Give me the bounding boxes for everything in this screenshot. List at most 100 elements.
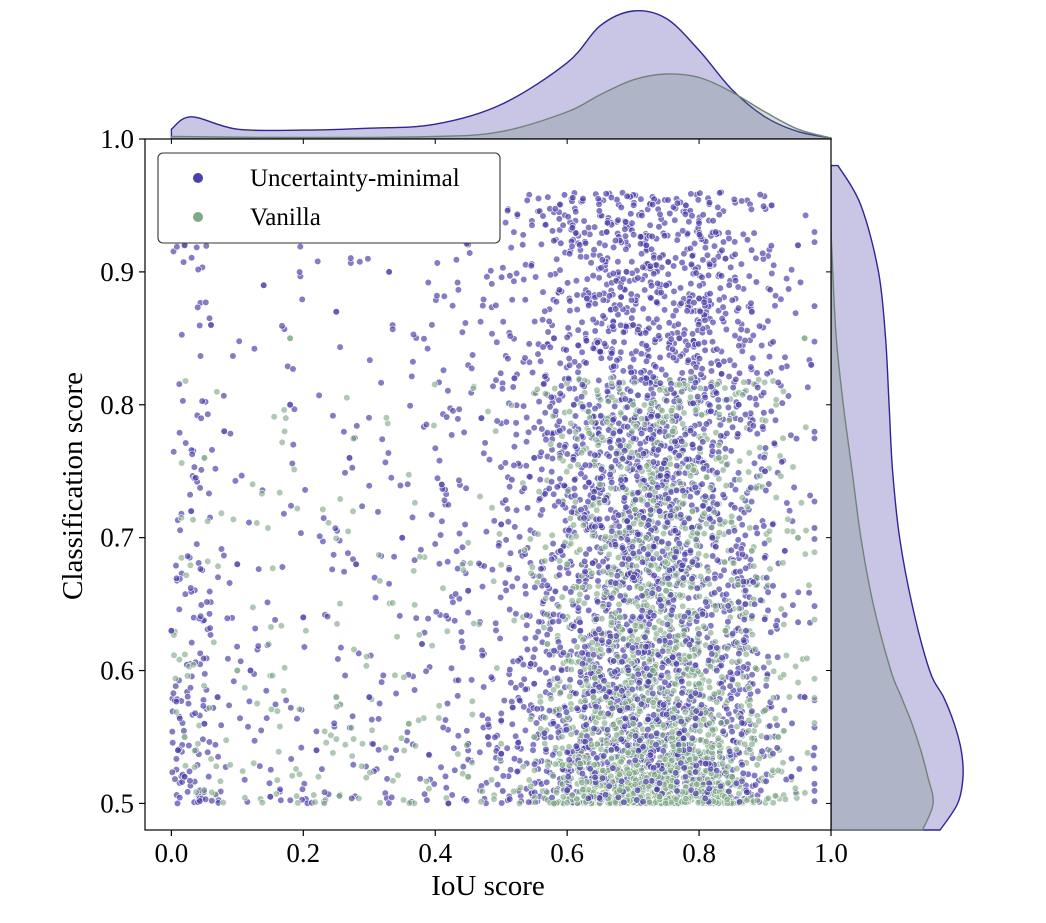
uncertainty-minimal-point: [515, 696, 524, 704]
uncertainty-minimal-point: [691, 661, 700, 669]
uncertainty-minimal-point: [603, 514, 611, 523]
uncertainty-minimal-point: [447, 664, 456, 672]
uncertainty-minimal-point: [565, 250, 574, 258]
uncertainty-minimal-point: [750, 229, 758, 237]
vanilla-point: [625, 770, 633, 778]
uncertainty-minimal-point: [679, 487, 687, 495]
uncertainty-minimal-point: [582, 337, 591, 345]
vanilla-point: [693, 529, 701, 537]
uncertainty-minimal-point: [376, 699, 384, 708]
uncertainty-minimal-point: [231, 477, 239, 485]
uncertainty-minimal-point: [749, 331, 757, 340]
uncertainty-minimal-point: [565, 526, 573, 534]
uncertainty-minimal-point: [571, 442, 580, 450]
uncertainty-minimal-point: [374, 508, 382, 516]
vanilla-point: [552, 744, 560, 752]
uncertainty-minimal-point: [583, 593, 591, 602]
vanilla-point: [697, 411, 706, 419]
uncertainty-minimal-point: [458, 543, 467, 551]
uncertainty-minimal-point: [484, 720, 492, 729]
uncertainty-minimal-point: [682, 455, 691, 464]
uncertainty-minimal-point: [408, 513, 417, 522]
uncertainty-minimal-point: [630, 231, 638, 239]
uncertainty-minimal-point: [214, 753, 222, 761]
vanilla-point: [734, 639, 742, 647]
uncertainty-minimal-point: [430, 780, 438, 788]
uncertainty-minimal-point: [365, 482, 373, 490]
uncertainty-minimal-point: [416, 775, 424, 783]
uncertainty-minimal-point: [590, 246, 598, 254]
vanilla-point: [764, 794, 773, 802]
vanilla-point: [702, 552, 710, 560]
uncertainty-minimal-point: [478, 651, 487, 660]
vanilla-point: [293, 504, 301, 513]
uncertainty-minimal-point: [701, 244, 710, 252]
uncertainty-minimal-point: [490, 517, 498, 525]
uncertainty-minimal-point: [558, 666, 566, 674]
vanilla-point: [765, 527, 774, 535]
uncertainty-minimal-point: [536, 476, 544, 484]
uncertainty-minimal-point: [595, 291, 604, 299]
uncertainty-minimal-point: [609, 362, 618, 370]
vanilla-point: [679, 602, 687, 610]
vanilla-point: [555, 705, 564, 713]
uncertainty-minimal-point: [425, 751, 433, 759]
vanilla-point: [516, 783, 525, 792]
uncertainty-minimal-point: [371, 593, 380, 602]
vanilla-point: [439, 584, 447, 592]
uncertainty-minimal-point: [454, 732, 462, 740]
vanilla-point: [454, 750, 462, 758]
uncertainty-minimal-point: [721, 445, 730, 453]
vanilla-point: [422, 777, 431, 785]
uncertainty-minimal-point: [538, 465, 546, 474]
uncertainty-minimal-point: [690, 239, 699, 248]
vanilla-point: [484, 407, 492, 416]
uncertainty-minimal-point: [493, 764, 501, 773]
uncertainty-minimal-point: [172, 755, 180, 763]
uncertainty-minimal-point: [718, 315, 726, 323]
uncertainty-minimal-point: [633, 786, 642, 794]
uncertainty-minimal-point: [613, 356, 621, 365]
uncertainty-minimal-point: [539, 288, 547, 296]
vanilla-point: [588, 569, 596, 577]
uncertainty-minimal-point: [565, 427, 574, 436]
vanilla-point: [443, 627, 451, 635]
uncertainty-minimal-point: [789, 601, 797, 609]
uncertainty-minimal-point: [440, 292, 448, 300]
uncertainty-minimal-point: [535, 418, 544, 426]
uncertainty-minimal-point: [488, 280, 496, 288]
uncertainty-minimal-point: [431, 444, 439, 452]
uncertainty-minimal-point: [591, 404, 599, 413]
uncertainty-minimal-point: [271, 616, 279, 624]
uncertainty-minimal-point: [550, 490, 558, 498]
uncertainty-minimal-point: [476, 748, 484, 756]
uncertainty-minimal-point: [621, 232, 630, 240]
vanilla-point: [599, 567, 607, 576]
uncertainty-minimal-point: [565, 354, 573, 363]
uncertainty-minimal-point: [677, 511, 685, 519]
vanilla-point: [661, 799, 670, 807]
uncertainty-minimal-point: [349, 712, 357, 720]
vanilla-point: [741, 740, 749, 748]
vanilla-point: [661, 755, 669, 763]
uncertainty-minimal-point: [693, 584, 701, 592]
vanilla-point: [604, 397, 613, 406]
vanilla-point: [579, 785, 587, 794]
uncertainty-minimal-point: [597, 264, 605, 272]
uncertainty-minimal-point: [543, 778, 551, 786]
vanilla-point: [680, 409, 688, 417]
uncertainty-minimal-point: [508, 582, 516, 591]
vanilla-point: [394, 771, 402, 779]
vanilla-point: [430, 421, 438, 430]
vanilla-point: [740, 378, 748, 386]
uncertainty-minimal-point: [696, 189, 704, 197]
uncertainty-minimal-point: [771, 302, 779, 310]
vanilla-point: [791, 784, 800, 792]
vanilla-point: [659, 529, 668, 538]
vanilla-point: [601, 533, 610, 541]
uncertainty-minimal-point: [206, 587, 214, 596]
vanilla-point: [717, 719, 725, 727]
vanilla-point: [723, 795, 731, 804]
vanilla-point: [810, 719, 819, 727]
uncertainty-minimal-point: [452, 256, 461, 264]
